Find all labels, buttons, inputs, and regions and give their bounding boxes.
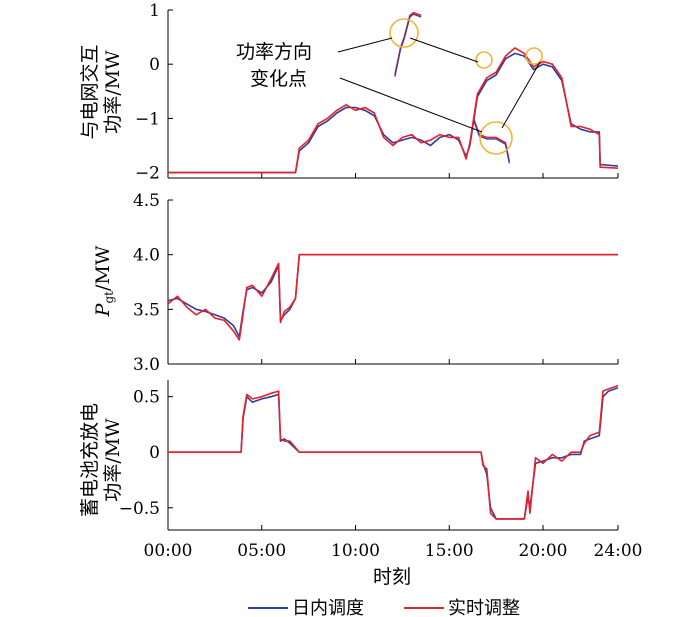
annotation-leader-line <box>501 61 541 129</box>
panel-grid-exchange-power: 1 0 −1 −2 <box>135 1 619 184</box>
annotation-leader-line <box>339 77 483 133</box>
x-tick-label: 20:00 <box>519 541 568 561</box>
y-tick-label: 3.0 <box>133 355 160 375</box>
series-line-realtime <box>167 253 618 341</box>
ylabel-battery-line2: 功率/MW <box>102 418 124 502</box>
ylabel-grid-line1: 与电网交互 <box>79 44 101 139</box>
change-point-circle <box>475 51 493 69</box>
legend: 日内调度 实时调整 <box>248 598 520 617</box>
annotation-leader-line <box>409 37 479 63</box>
annotation-leader-line <box>337 37 393 53</box>
panel-gt-power: 4.5 4.0 3.5 3.0 <box>133 191 619 375</box>
change-point-circle <box>389 18 419 48</box>
annotation-line1: 功率方向 <box>236 41 312 63</box>
annotation-inset-line-blue <box>394 13 422 77</box>
x-tick-label: 00:00 <box>144 541 193 561</box>
y-tick-label: −1 <box>135 109 160 129</box>
y-tick-label: 4.0 <box>133 246 160 266</box>
legend-label-realtime: 实时调整 <box>448 598 520 617</box>
ylabel-gt-sub: gt <box>102 291 116 304</box>
x-tick-label: 05:00 <box>237 541 286 561</box>
ylabel-battery-line1: 蓄电池充放电 <box>79 403 101 517</box>
series-line-dayahead <box>168 52 619 174</box>
series-line-dayahead <box>168 387 619 520</box>
y-tick-label: 4.5 <box>133 191 160 211</box>
y-tick-label: 0.5 <box>133 388 160 408</box>
annotation-line2: 变化点 <box>250 68 307 90</box>
ylabel-gt: Pgt/MW <box>92 245 116 317</box>
annotation-inset-line-blue <box>473 119 510 164</box>
panel-battery-power: 0.5 0 −0.5 00:00 05:00 10:00 15:00 20:00 24:00 <box>119 380 643 561</box>
x-tick-label: 15:00 <box>425 541 474 561</box>
change-point-circle <box>525 47 543 65</box>
y-tick-label: 1 <box>149 1 160 21</box>
y-tick-label: 3.5 <box>133 300 160 320</box>
y-tick-label: 0 <box>149 443 160 463</box>
series-line-realtime <box>168 384 619 520</box>
change-point-circle <box>479 121 513 155</box>
series-line-dayahead <box>167 253 618 338</box>
ylabel-grid-line2: 功率/MW <box>102 50 124 134</box>
x-tick-label: 10:00 <box>331 541 380 561</box>
xlabel: 时刻 <box>373 566 411 588</box>
legend-label-dayahead: 日内调度 <box>292 598 364 617</box>
ylabel-gt-main: P <box>92 302 114 317</box>
y-tick-label: −0.5 <box>119 499 160 519</box>
ylabel-gt-unit: /MW <box>92 245 114 291</box>
series-line-realtime <box>168 47 619 174</box>
x-tick-label: 24:00 <box>594 541 643 561</box>
y-tick-label: −2 <box>135 164 160 184</box>
y-tick-label: 0 <box>149 55 160 75</box>
